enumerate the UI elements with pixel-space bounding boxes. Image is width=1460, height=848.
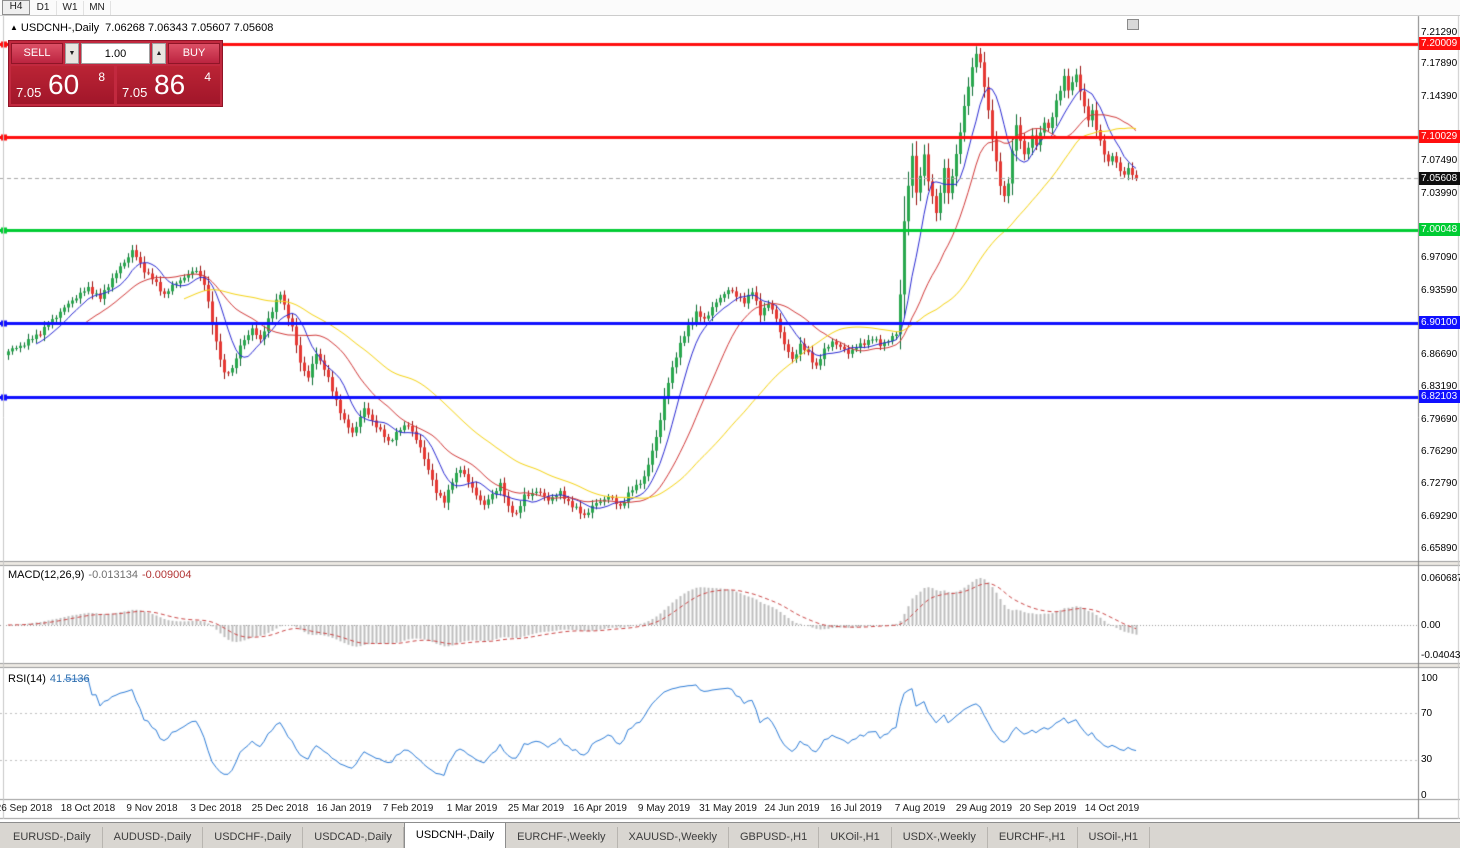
date-axis-label: 29 Aug 2019 — [955, 803, 1013, 814]
price-axis-label: 7.21290 — [1421, 26, 1458, 38]
price-axis-label: 6.86690 — [1421, 348, 1458, 360]
date-axis-label: 20 Sep 2019 — [1019, 803, 1077, 814]
volume-input[interactable] — [81, 43, 150, 64]
chart-tab[interactable]: EURCHF-,H1 — [988, 827, 1078, 848]
buy-button[interactable]: BUY — [168, 43, 220, 64]
price-level-label: 7.05608 — [1419, 171, 1460, 185]
rsi-indicator-label: RSI(14) 41.5136 — [8, 673, 94, 685]
timeframe-d1-button[interactable]: D1 — [30, 0, 57, 15]
rsi-axis-label: 70 — [1421, 707, 1433, 719]
buy-price-pip-digit: 4 — [204, 70, 211, 84]
chart-tab[interactable]: USOil-,H1 — [1078, 827, 1151, 848]
chart-tab[interactable]: USDX-,Weekly — [892, 827, 988, 848]
chart-ohlc-values: 7.06268 7.06343 7.05607 7.05608 — [105, 22, 274, 34]
buy-price-big-digits: 86 — [154, 69, 186, 100]
price-axis-label: 7.07490 — [1421, 155, 1458, 167]
price-level-label: 6.82103 — [1419, 390, 1460, 404]
date-axis-label: 3 Dec 2018 — [190, 803, 242, 814]
macd-signal-value: -0.009004 — [141, 569, 192, 581]
price-level-label: 7.10029 — [1419, 130, 1460, 144]
macd-axis-label: 0.00 — [1421, 619, 1441, 631]
buy-price-display[interactable]: 7.05 86 4 — [117, 66, 220, 104]
date-axis-label: 14 Oct 2019 — [1084, 803, 1140, 814]
rsi-value: 41.5136 — [49, 673, 90, 685]
sell-price-display[interactable]: 7.05 60 8 — [11, 66, 114, 104]
price-axis-label: 6.76290 — [1421, 445, 1458, 457]
collapse-triangle-icon[interactable]: ▲ — [10, 23, 18, 32]
date-axis-label: 9 May 2019 — [637, 803, 691, 814]
date-axis-label: 9 Nov 2018 — [126, 803, 178, 814]
price-axis-label: 7.17890 — [1421, 58, 1458, 70]
chart-tab[interactable]: USDCNH-,Daily — [403, 822, 507, 848]
chart-tab-bar[interactable]: EURUSD-,Daily AUDUSD-,Daily USDCHF-,Daily U… — [0, 822, 1460, 848]
rsi-axis-label: 100 — [1421, 672, 1438, 684]
price-axis-label: 6.79690 — [1421, 413, 1458, 425]
date-axis-label: 7 Feb 2019 — [382, 803, 434, 814]
price-axis-label: 6.83190 — [1421, 381, 1458, 393]
chart-tab[interactable]: AUDUSD-,Daily — [103, 827, 204, 848]
chart-title: ▲ USDCNH-,Daily 7.06268 7.06343 7.05607 7.… — [10, 22, 273, 34]
date-axis-label: 16 Jul 2019 — [830, 803, 882, 814]
timeframe-w1-button[interactable]: W1 — [57, 0, 84, 15]
price-level-label: 6.90100 — [1419, 316, 1460, 329]
macd-main-value: -0.013134 — [88, 569, 138, 581]
date-axis-label: 7 Aug 2019 — [894, 803, 946, 814]
price-axis-label: 6.65890 — [1421, 542, 1458, 554]
macd-axis-label: 0.060687 — [1421, 573, 1460, 585]
sell-price-pip-digit: 8 — [98, 70, 105, 84]
volume-decrease-button[interactable]: ▼ — [65, 43, 79, 64]
price-axis-label: 6.69290 — [1421, 510, 1458, 522]
chart-tab[interactable]: XAUUSD-,Weekly — [618, 827, 729, 848]
timeframe-toolbar: H4 D1 W1 MN — [0, 0, 1460, 16]
chart-tab[interactable]: UKOil-,H1 — [819, 827, 892, 848]
date-axis-label: 1 Mar 2019 — [446, 803, 498, 814]
macd-name: MACD(12,26,9) — [8, 569, 85, 581]
date-axis-label: 26 Sep 2018 — [0, 803, 53, 814]
date-axis-label: 16 Apr 2019 — [573, 803, 627, 814]
date-axis-label: 24 Jun 2019 — [764, 803, 820, 814]
timeframe-h4-button[interactable]: H4 — [2, 0, 30, 15]
trade-controls-row: SELL ▼ ▲ BUY — [11, 43, 220, 64]
timeframe-mn-button[interactable]: MN — [84, 0, 111, 15]
chart-tab[interactable]: USDCHF-,Daily — [203, 827, 304, 848]
volume-increase-button[interactable]: ▲ — [152, 43, 166, 64]
date-axis-label: 31 May 2019 — [699, 803, 757, 814]
macd-indicator-label: MACD(12,26,9) -0.013134 -0.009004 — [8, 569, 196, 581]
sell-button[interactable]: SELL — [11, 43, 63, 64]
window-restore-icon[interactable] — [1127, 19, 1139, 30]
chart-symbol-period: USDCNH-,Daily — [20, 22, 100, 34]
price-axis-label: 7.03990 — [1421, 187, 1458, 199]
trade-prices-row: 7.05 60 8 7.05 86 4 — [11, 66, 220, 104]
rsi-name: RSI(14) — [8, 673, 46, 685]
price-axis-label: 7.14390 — [1421, 90, 1458, 102]
buy-price-prefix: 7.05 — [122, 85, 148, 100]
date-axis-label: 25 Mar 2019 — [507, 803, 565, 814]
price-axis-label: 6.93590 — [1421, 284, 1458, 296]
rsi-axis-label: 30 — [1421, 754, 1433, 766]
chart-tab[interactable]: EURCHF-,Weekly — [506, 827, 618, 848]
macd-axis-label: -0.04043 — [1421, 650, 1460, 662]
date-axis-label: 16 Jan 2019 — [316, 803, 372, 814]
price-axis-label: 6.97090 — [1421, 251, 1458, 263]
price-level-label: 7.00048 — [1419, 223, 1460, 237]
date-axis-label: 18 Oct 2018 — [60, 803, 116, 814]
sell-price-prefix: 7.05 — [16, 85, 42, 100]
date-axis-label: 25 Dec 2018 — [251, 803, 309, 814]
rsi-axis-label: 0 — [1421, 789, 1427, 801]
sell-price-big-digits: 60 — [48, 69, 80, 100]
one-click-trading-panel: SELL ▼ ▲ BUY 7.05 60 8 7.05 86 4 — [8, 40, 223, 107]
price-level-label: 7.20009 — [1419, 37, 1460, 51]
chart-tab[interactable]: EURUSD-,Daily — [2, 827, 103, 848]
chart-tab[interactable]: GBPUSD-,H1 — [729, 827, 820, 848]
price-axis-label: 6.72790 — [1421, 478, 1458, 490]
chart-tab[interactable]: USDCAD-,Daily — [303, 827, 404, 848]
